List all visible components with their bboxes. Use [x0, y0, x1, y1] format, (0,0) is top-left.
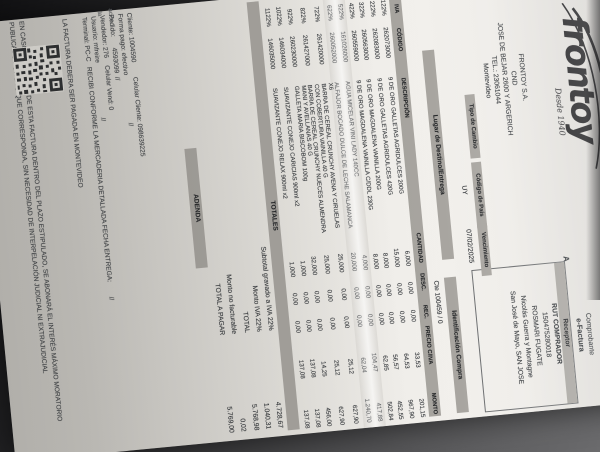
footer-details: Cliente: 1004590 Celular Cliente: 098639…	[79, 12, 175, 451]
header-cell-codigo: CÓDIGO	[394, 27, 403, 52]
field-vencimiento-label: Vencimiento	[476, 223, 492, 277]
cell-num: 8	[298, 7, 306, 12]
cell-precio: 33,53	[412, 351, 422, 368]
cell-num: 9	[285, 8, 293, 13]
cell-num: 11	[263, 7, 272, 15]
cell-iva: 22%	[379, 3, 388, 17]
field-pais-label: Código de País	[470, 161, 488, 229]
header-cell-iva: IVA	[392, 3, 400, 14]
header-cell-monto: MONTO	[429, 392, 438, 415]
identificacion-compra-header: Identificación Compra	[443, 276, 469, 414]
header-cell-precio: PRECIO C/IVA	[423, 325, 434, 365]
field-pais-value: UY	[460, 185, 469, 196]
cell-rec: 0,00	[408, 309, 417, 323]
field-tipo-cambio-label: Tipo de Cambio	[464, 93, 481, 159]
lugar-entrega-header: Lugar de Destino/Entrega	[422, 49, 455, 260]
field-vencimiento-value: 07/02/2025	[464, 228, 475, 264]
header-cell-desc: DESC.	[418, 272, 427, 292]
emitter-block: FRONTOY S.A. CND JOSE DE BEJAR 2600 Y AR…	[474, 0, 536, 169]
qr-code	[11, 43, 65, 96]
receptor-box: Receptor RUT COMPRADOR 150475280018 ROSM…	[471, 261, 579, 413]
header-cell-rec: REC.	[421, 304, 429, 319]
cte-number: Cte 100459 / 0	[432, 280, 444, 324]
header-cell-cantidad: CANTIDAD	[414, 232, 424, 264]
cell-cantidad: 6,000	[403, 250, 412, 267]
cell-num: 10	[274, 6, 282, 14]
cell-desc: 0,00	[406, 281, 415, 295]
